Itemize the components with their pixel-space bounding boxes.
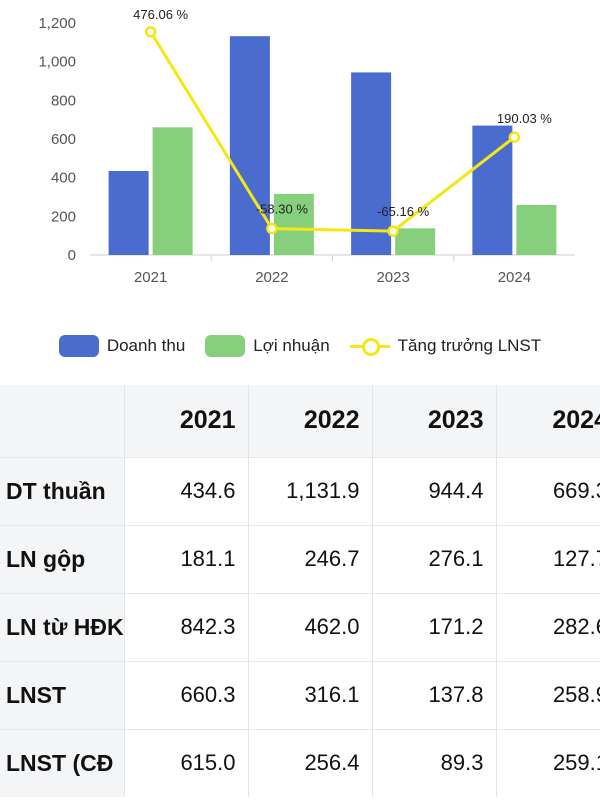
- legend-label-doanh-thu: Doanh thu: [106, 336, 186, 355]
- legend-item-tang-truong[interactable]: Tăng trưởng LNST: [349, 335, 542, 357]
- legend-swatch-loi-nhuan: [205, 335, 246, 357]
- row-label: LN gộp: [0, 524, 124, 593]
- table-row: LN gộp 181.1 246.7 276.1 127.7: [0, 524, 600, 593]
- bar-doanh-thu: [351, 72, 392, 255]
- x-tick-label: 2023: [376, 269, 409, 286]
- table-cell: 1,131.9: [247, 456, 372, 525]
- line-data-label: 190.03 %: [497, 111, 552, 126]
- row-label: DT thuần: [0, 456, 124, 525]
- line-point: [387, 225, 399, 237]
- x-tick-label: 2021: [134, 269, 167, 286]
- line-point: [144, 26, 157, 38]
- table-row: LNST 660.3 316.1 137.8 258.9: [0, 660, 600, 729]
- row-label: LNST (CĐ: [0, 728, 124, 797]
- y-tick-label: 1,200: [38, 15, 76, 32]
- year-header: 2024: [495, 385, 600, 457]
- legend-item-doanh-thu[interactable]: Doanh thu: [58, 335, 186, 357]
- table-row: LNST (CĐ 615.0 256.4 89.3 259.1: [0, 728, 600, 797]
- bar-loi-nhuan: [273, 193, 314, 255]
- table-row: LN từ HĐKD 842.3 462.0 171.2 282.6: [0, 592, 600, 661]
- bar-doanh-thu: [229, 36, 270, 255]
- combo-chart: 0 200 400 600 800 1,000 1,200 2021 2022 2023 2024 4…: [38, 7, 575, 286]
- legend-swatch-tang-truong: [349, 335, 390, 357]
- year-header: 2021: [123, 385, 248, 457]
- table-cell: 246.7: [247, 524, 372, 593]
- financial-table: 2021 2022 2023 2024 DT thuần 434.6 1,131…: [0, 385, 600, 800]
- chart-legend: Doanh thu Lợi nhuận Tăng trưởng LNST: [0, 328, 600, 364]
- table-cell: 276.1: [371, 524, 496, 593]
- row-label: LNST: [0, 660, 124, 729]
- y-tick-label: 800: [51, 92, 76, 109]
- table-cell: 842.3: [123, 592, 248, 661]
- table-cell: 258.9: [495, 660, 600, 729]
- y-tick-label: 0: [68, 247, 76, 264]
- row-label: LN từ HĐKD: [0, 592, 124, 661]
- bar-loi-nhuan: [516, 204, 557, 255]
- legend-label-tang-truong: Tăng trưởng LNST: [397, 336, 542, 355]
- table-cell: 615.0: [123, 728, 248, 797]
- legend-label-loi-nhuan: Lợi nhuận: [253, 336, 330, 355]
- year-header: 2022: [247, 385, 372, 457]
- table-cell: 171.2: [371, 592, 496, 661]
- table-cell: 181.1: [123, 524, 248, 593]
- line-point: [266, 222, 278, 235]
- table-header-row: 2021 2022 2023 2024: [0, 385, 600, 457]
- table-cell: 669.3: [495, 456, 600, 525]
- y-tick-label: 1,000: [38, 54, 76, 71]
- table-cell: 256.4: [247, 728, 372, 797]
- table-cell: 89.3: [371, 728, 496, 797]
- bar-doanh-thu: [472, 125, 513, 256]
- table-cell: 127.7: [495, 524, 600, 593]
- table-corner: [0, 385, 124, 457]
- x-tick-label: 2024: [498, 269, 531, 286]
- y-tick-label: 200: [51, 208, 76, 225]
- legend-item-loi-nhuan[interactable]: Lợi nhuận: [205, 335, 330, 357]
- table-cell: 259.1: [495, 728, 600, 797]
- line-data-label: -65.16 %: [377, 204, 429, 219]
- bar-loi-nhuan: [152, 127, 193, 255]
- table-cell: 462.0: [247, 592, 372, 661]
- table-cell: 137.8: [371, 660, 496, 729]
- y-tick-label: 600: [51, 131, 76, 148]
- line-data-label: -58.30 %: [256, 202, 308, 217]
- bar-loi-nhuan: [395, 228, 436, 255]
- line-tang-truong: [149, 31, 516, 233]
- y-tick-label: 400: [51, 170, 76, 187]
- bar-doanh-thu: [108, 170, 149, 255]
- year-header: 2023: [371, 385, 496, 457]
- table-cell: 434.6: [123, 456, 248, 525]
- legend-swatch-doanh-thu: [58, 335, 99, 357]
- table-cell: 944.4: [371, 456, 496, 525]
- table-cell: 316.1: [247, 660, 372, 729]
- x-tick-label: 2022: [255, 269, 288, 286]
- table-row: DT thuần 434.6 1,131.9 944.4 669.3: [0, 456, 600, 525]
- table-cell: 660.3: [123, 660, 248, 729]
- table-cell: 282.6: [495, 592, 600, 661]
- line-data-label: 476.06 %: [133, 7, 188, 22]
- line-point: [508, 131, 521, 143]
